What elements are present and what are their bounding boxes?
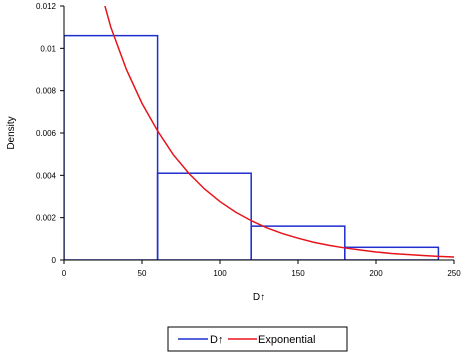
y-tick-label: 0.01: [40, 44, 56, 53]
y-tick-label: 0.004: [36, 171, 57, 180]
y-tick-label: 0.008: [36, 87, 57, 96]
legend-label-series-1: D↑: [210, 334, 223, 346]
y-tick-label: 0.006: [36, 129, 57, 138]
legend-label-series-2: Exponential: [258, 334, 316, 346]
y-tick-label: 0.012: [36, 2, 57, 11]
x-tick-label: 50: [138, 269, 147, 278]
x-tick-label: 0: [62, 269, 67, 278]
histogram-bar-4: [344, 246, 440, 260]
x-axis-title: D↑: [253, 292, 265, 303]
x-tick-label: 150: [291, 269, 305, 278]
y-tick-label: 0.002: [36, 214, 57, 223]
x-tick-label: 200: [369, 269, 383, 278]
exponential-curve: [104, 6, 454, 258]
y-axis-title: Density: [6, 116, 17, 149]
x-tick-label: 100: [213, 269, 227, 278]
legend: D↑ Exponential: [167, 326, 348, 352]
plot-area: [64, 6, 454, 260]
histogram-bar-1: [64, 34, 159, 260]
y-tick-label: 0: [52, 256, 57, 265]
x-tick-label: 250: [447, 269, 461, 278]
